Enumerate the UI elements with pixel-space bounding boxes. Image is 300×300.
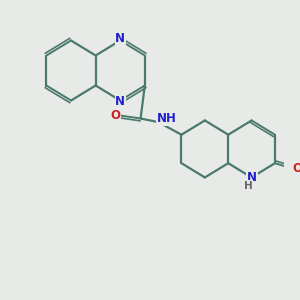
- Text: O: O: [292, 162, 300, 175]
- Text: N: N: [115, 32, 125, 46]
- Text: O: O: [110, 109, 120, 122]
- Text: N: N: [115, 95, 125, 109]
- Text: N: N: [247, 171, 257, 184]
- Text: NH: NH: [157, 112, 177, 125]
- Text: H: H: [244, 181, 253, 191]
